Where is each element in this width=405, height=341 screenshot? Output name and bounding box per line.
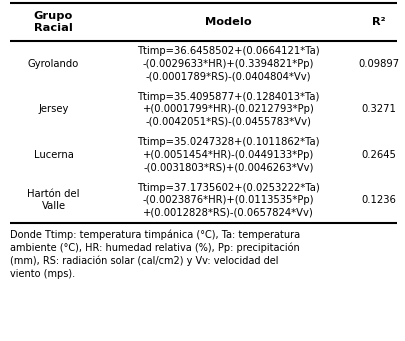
Text: R²: R² (372, 17, 385, 27)
Text: Ttimp=36.6458502+(0.0664121*Ta): Ttimp=36.6458502+(0.0664121*Ta) (137, 46, 320, 56)
Text: -(0.0023876*HR)+(0.0113535*Pp): -(0.0023876*HR)+(0.0113535*Pp) (143, 195, 314, 205)
Text: Donde Ttimp: temperatura timpánica (°C), Ta: temperatura
ambiente (°C), HR: hume: Donde Ttimp: temperatura timpánica (°C),… (10, 229, 300, 279)
Text: Ttimp=35.0247328+(0.1011862*Ta): Ttimp=35.0247328+(0.1011862*Ta) (137, 137, 320, 147)
Text: Ttimp=35.4095877+(0.1284013*Ta): Ttimp=35.4095877+(0.1284013*Ta) (137, 91, 320, 102)
Text: 0.09897: 0.09897 (358, 59, 399, 69)
Text: Jersey: Jersey (38, 104, 69, 114)
Text: Ttimp=37.1735602+(0.0253222*Ta): Ttimp=37.1735602+(0.0253222*Ta) (137, 182, 320, 193)
Text: 0.2645: 0.2645 (361, 150, 396, 160)
Text: -(0.0001789*RS)-(0.0404804*Vv): -(0.0001789*RS)-(0.0404804*Vv) (146, 72, 311, 81)
Text: -(0.0031803*RS)+(0.0046263*Vv): -(0.0031803*RS)+(0.0046263*Vv) (143, 162, 314, 173)
Text: Grupo
Racial: Grupo Racial (34, 11, 73, 33)
Text: -(0.0029633*HR)+(0.3394821*Pp): -(0.0029633*HR)+(0.3394821*Pp) (143, 59, 314, 69)
Text: Lucerna: Lucerna (34, 150, 73, 160)
Text: +(0.0001799*HR)-(0.0212793*Pp): +(0.0001799*HR)-(0.0212793*Pp) (143, 104, 314, 114)
Text: Gyrolando: Gyrolando (28, 59, 79, 69)
Text: Hartón del
Valle: Hartón del Valle (27, 190, 80, 211)
Text: +(0.0012828*RS)-(0.0657824*Vv): +(0.0012828*RS)-(0.0657824*Vv) (143, 208, 314, 218)
Text: Modelo: Modelo (205, 17, 252, 27)
Text: 0.1236: 0.1236 (361, 195, 396, 205)
Text: -(0.0042051*RS)-(0.0455783*Vv): -(0.0042051*RS)-(0.0455783*Vv) (145, 117, 311, 127)
Text: 0.3271: 0.3271 (361, 104, 396, 114)
Text: +(0.0051454*HR)-(0.0449133*Pp): +(0.0051454*HR)-(0.0449133*Pp) (143, 150, 314, 160)
